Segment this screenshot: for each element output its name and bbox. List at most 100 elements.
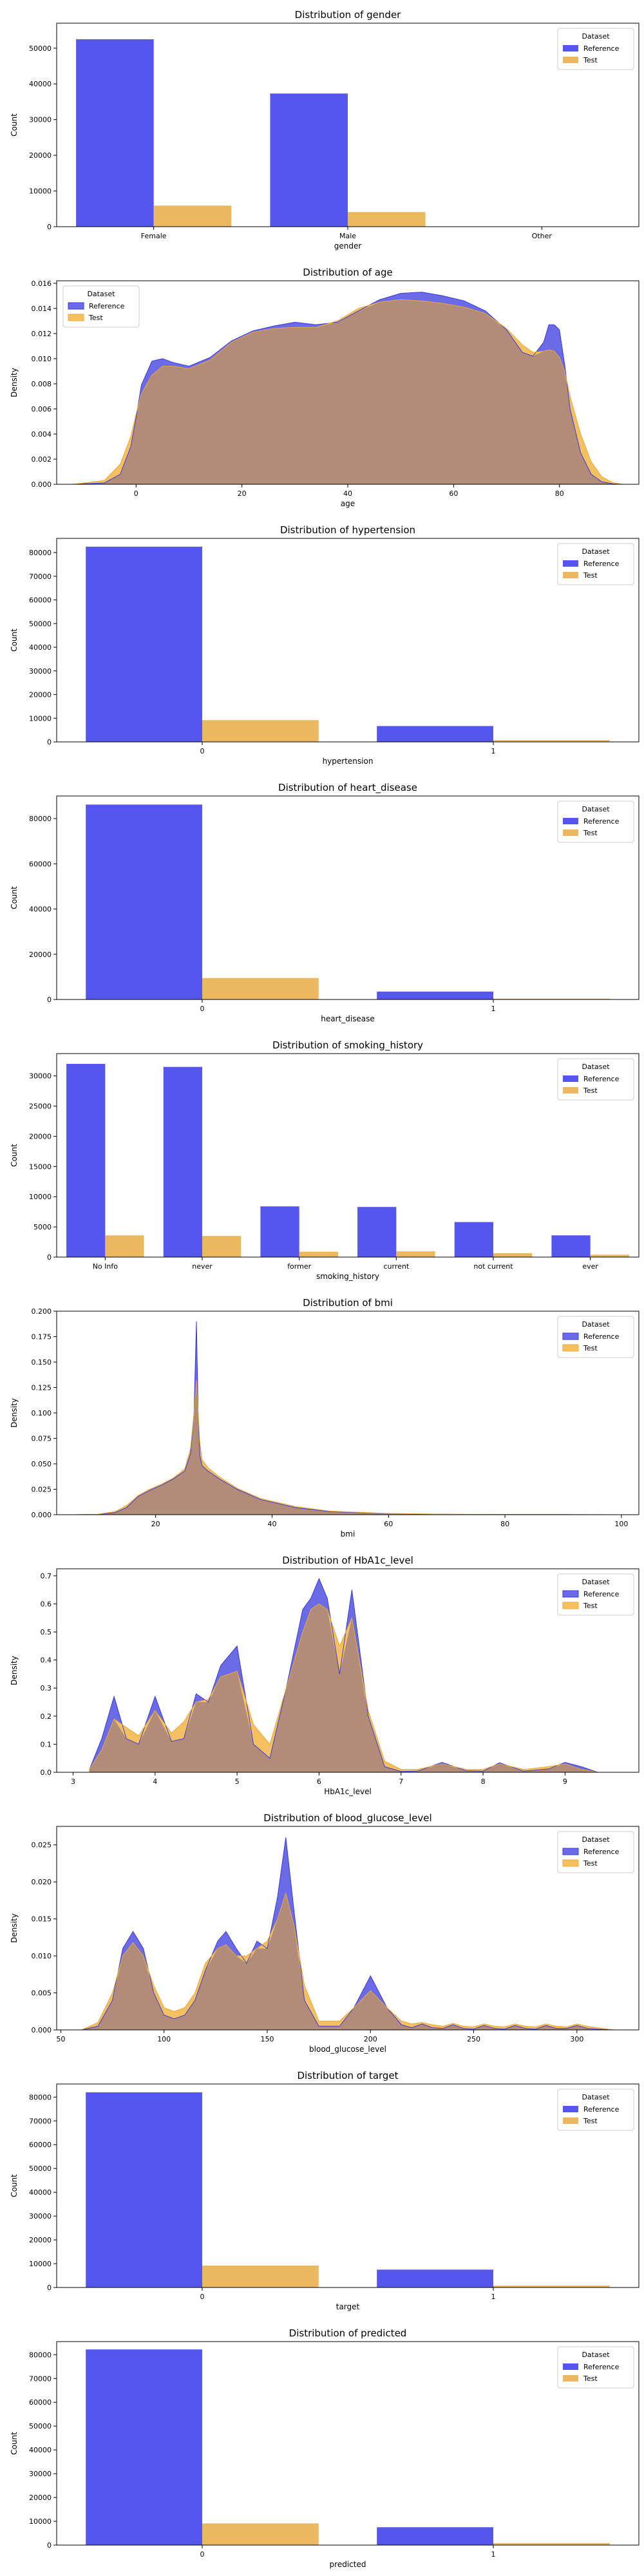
y-tick-label: 0.016: [32, 279, 52, 288]
legend: Dataset Reference Test: [557, 1831, 634, 1873]
y-tick-label: 0.150: [32, 1358, 52, 1367]
x-axis-label: smoking_history: [316, 1272, 379, 1281]
bar-test: [299, 1251, 338, 1257]
y-tick-label: 0.014: [32, 305, 52, 313]
chart-panel-7: Distribution of blood_glucose_level 0.000…: [10, 1812, 639, 2054]
legend-swatch: [563, 1075, 578, 1082]
legend-label: Test: [583, 829, 598, 837]
bar-reference: [377, 726, 493, 742]
y-tick-label: 0.1: [41, 1740, 52, 1748]
x-tick-label: Female: [141, 232, 167, 240]
legend-swatch: [563, 45, 578, 52]
legend-swatch: [562, 1344, 579, 1352]
y-tick-label: 50000: [29, 2422, 52, 2430]
legend-title: Dataset: [582, 1063, 610, 1071]
axes-frame: [56, 795, 639, 1000]
bar-test: [105, 1235, 144, 1257]
legend: Dataset Reference Test: [557, 1316, 634, 1358]
x-tick-label: 3: [71, 1777, 75, 1786]
y-tick-label: 30000: [29, 1072, 52, 1081]
legend-swatch: [562, 1332, 579, 1340]
y-tick-label: 0.005: [32, 1989, 52, 1998]
y-tick-label: 0.3: [41, 1684, 52, 1692]
y-tick-label: 70000: [29, 2374, 52, 2383]
x-tick-label: 80: [500, 1520, 509, 1528]
x-tick-label: 40: [267, 1520, 276, 1528]
y-axis-label: Count: [10, 629, 19, 652]
y-tick-label: 20000: [29, 951, 52, 959]
y-tick-label: 0.050: [32, 1460, 52, 1468]
chart-title: Distribution of age: [303, 267, 392, 278]
legend-title: Dataset: [87, 290, 115, 298]
legend-label: Reference: [583, 1848, 620, 1856]
legend-label: Test: [583, 56, 598, 64]
y-axis-label: Density: [10, 1913, 19, 1943]
kde-layer: [72, 292, 623, 484]
y-tick-label: 70000: [29, 573, 52, 581]
y-tick-label: 0.025: [32, 1841, 52, 1850]
legend-swatch: [68, 314, 84, 321]
legend-label: Test: [583, 2374, 598, 2383]
x-tick-label: 60: [384, 1520, 393, 1528]
x-axis-label: target: [336, 2302, 360, 2311]
bar-reference: [377, 991, 493, 999]
legend-label: Reference: [583, 1332, 620, 1341]
x-tick-label: 40: [343, 489, 352, 498]
x-axis-label: age: [341, 499, 355, 508]
legend-swatch: [563, 2117, 578, 2124]
y-tick-label: 0.020: [32, 1878, 52, 1886]
x-tick-label: 100: [614, 1520, 628, 1528]
x-tick-label: 300: [570, 2035, 583, 2043]
chart-panel-4: Distribution of smoking_history 0 5000 1000…: [10, 1039, 639, 1281]
y-tick-label: 0.004: [32, 430, 52, 439]
bar-reference: [551, 1235, 591, 1257]
y-tick-label: 25000: [29, 1103, 52, 1111]
legend-swatch: [562, 1848, 579, 1855]
kde-layer: [81, 1837, 614, 2030]
chart-title: Distribution of heart_disease: [278, 782, 417, 794]
x-tick-label: 8: [481, 1777, 486, 1786]
y-axis-label: Count: [10, 2432, 19, 2455]
axes-frame: [56, 1311, 639, 1515]
legend-swatch: [563, 560, 578, 567]
bar-reference: [86, 546, 202, 742]
y-tick-label: 15000: [29, 1162, 52, 1171]
y-tick-label: 70000: [29, 2117, 52, 2125]
bar-test: [493, 1253, 533, 1257]
legend: Dataset Reference Test: [62, 285, 140, 328]
x-tick-label: 0: [200, 1005, 205, 1013]
x-tick-label: never: [192, 1262, 213, 1271]
legend-label: Test: [583, 571, 598, 580]
legend: Dataset Reference Test: [557, 800, 634, 843]
x-tick-label: 1: [491, 2293, 496, 2301]
legend: Dataset Reference Test: [557, 28, 634, 70]
legend: Dataset Reference Test: [557, 1573, 634, 1616]
y-tick-label: 10000: [29, 714, 52, 723]
bar-reference: [66, 1063, 106, 1257]
kde-reference-outline: [89, 1578, 598, 1772]
y-axis-label: Density: [10, 368, 19, 397]
legend-swatch: [563, 2363, 578, 2370]
legend-swatch: [562, 1590, 579, 1598]
legend-swatch: [563, 2106, 578, 2112]
y-tick-label: 0: [47, 223, 52, 231]
y-tick-label: 60000: [29, 2141, 52, 2149]
chart-panel-8: Distribution of target 0 10000 20000 30000 40…: [10, 2070, 639, 2311]
kde-reference-outline: [81, 1837, 614, 2030]
axes-frame: [56, 280, 639, 485]
y-tick-label: 60000: [29, 2398, 52, 2407]
x-tick-label: 4: [153, 1777, 157, 1786]
chart-title: Distribution of HbA1c_level: [282, 1555, 413, 1567]
x-tick-label: Other: [532, 232, 553, 240]
legend-swatch: [563, 2375, 578, 2382]
y-tick-label: 0.175: [32, 1333, 52, 1341]
x-axis-label: heart_disease: [321, 1014, 375, 1023]
legend-swatch: [563, 829, 578, 836]
kde-layer: [89, 1578, 598, 1772]
y-tick-label: 0.0: [41, 1768, 52, 1777]
y-tick-label: 0.010: [32, 1952, 52, 1960]
legend-title: Dataset: [582, 805, 610, 813]
bar-reference: [76, 39, 154, 227]
y-axis-label: Count: [10, 2174, 19, 2197]
